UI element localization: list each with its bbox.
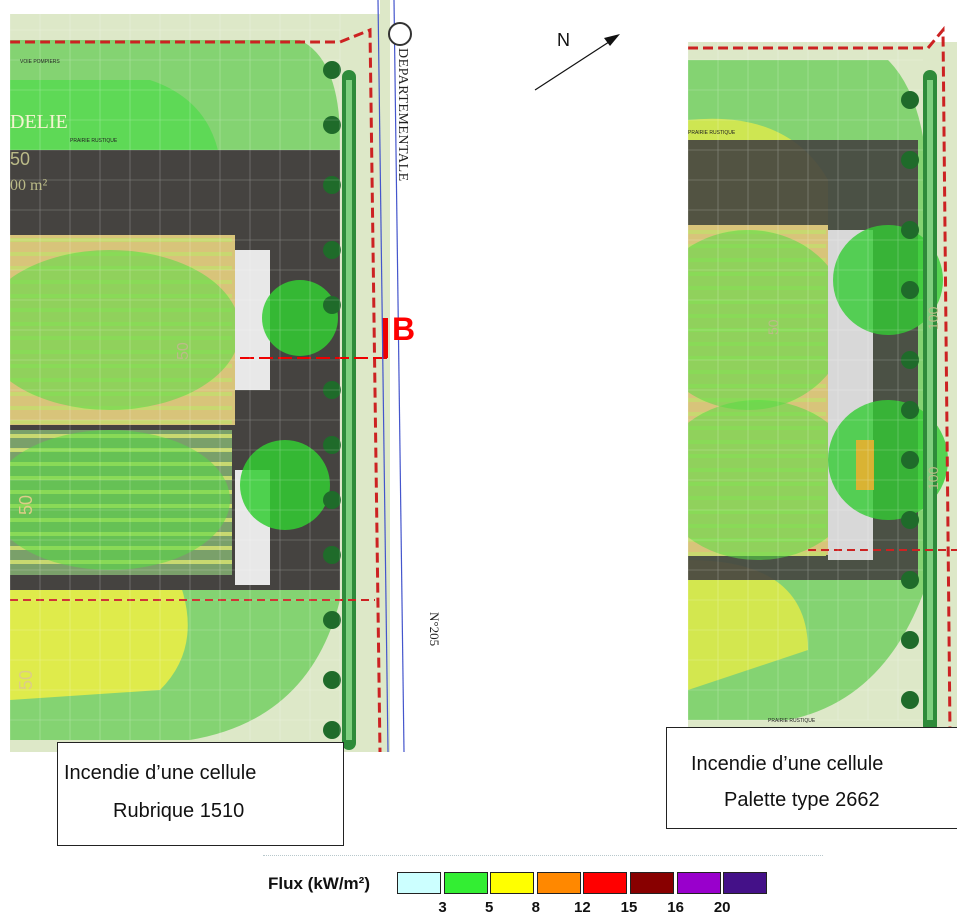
tree-icon bbox=[323, 176, 341, 194]
legend-tick-label: 16 bbox=[667, 899, 684, 916]
tree-icon bbox=[901, 571, 919, 589]
dimension-label: 50 bbox=[16, 495, 36, 515]
road-number-label: N°205 bbox=[427, 612, 442, 647]
meadow-label: PRAIRIE RUSTIQUE bbox=[688, 130, 736, 136]
left-map-panel: VOIE POMPIERS DELIE PRAIRIE RUSTIQUE 50 … bbox=[10, 0, 390, 752]
tree-icon bbox=[901, 511, 919, 529]
meadow-label: PRAIRIE RUSTIQUE bbox=[768, 718, 816, 724]
caption-line: Incendie d’une cellule bbox=[691, 753, 884, 775]
dimension-label: 50 bbox=[16, 670, 36, 690]
legend-tick-label: 3 bbox=[438, 899, 447, 916]
dimension-label: 50 bbox=[10, 149, 30, 169]
caption-line: Palette type 2662 bbox=[724, 789, 880, 811]
compass-icon bbox=[388, 22, 412, 46]
tree-icon bbox=[901, 451, 919, 469]
legend-color-scale bbox=[397, 872, 770, 894]
scenario-caption-right: Incendie d’une cellule Palette type 2662 bbox=[666, 727, 957, 829]
caption-line: Incendie d’une cellule bbox=[64, 762, 257, 784]
building-name-label: DELIE bbox=[10, 111, 68, 133]
tree-icon bbox=[323, 671, 341, 689]
dimension-label: 100 bbox=[925, 466, 941, 490]
legend-swatch bbox=[397, 872, 441, 894]
tree-icon bbox=[323, 546, 341, 564]
legend-swatch bbox=[723, 872, 768, 894]
tree-icon bbox=[323, 61, 341, 79]
legend-swatch bbox=[676, 872, 721, 894]
tree-icon bbox=[323, 241, 341, 259]
tree-icon bbox=[901, 221, 919, 239]
flux-legend: Flux (kW/m²) 3 5 8 12 15 16 20 bbox=[263, 855, 823, 916]
legend-title: Flux (kW/m²) bbox=[268, 874, 370, 893]
north-arrow-icon bbox=[534, 34, 620, 91]
legend-tick-label: 20 bbox=[713, 899, 731, 916]
legend-swatch bbox=[536, 872, 581, 894]
dimension-label: 100 bbox=[925, 306, 941, 330]
legend-swatch bbox=[629, 872, 674, 894]
tree-icon bbox=[323, 381, 341, 399]
tree-icon bbox=[901, 631, 919, 649]
area-label: 00 m² bbox=[10, 177, 47, 194]
dimension-label: 50 bbox=[175, 342, 192, 360]
section-marker-label: B bbox=[392, 311, 416, 347]
meadow-label: PRAIRIE RUSTIQUE bbox=[70, 138, 118, 144]
legend-tick-label: 12 bbox=[574, 899, 591, 916]
road-label: DEPARTEMENTALE bbox=[395, 48, 410, 182]
tree-icon bbox=[323, 296, 341, 314]
legend-swatch bbox=[583, 872, 628, 894]
tree-icon bbox=[323, 116, 341, 134]
fire-access-label: VOIE POMPIERS bbox=[20, 59, 60, 65]
scenario-caption-left: Incendie d’une cellule Rubrique 1510 bbox=[57, 742, 344, 846]
tree-icon bbox=[901, 351, 919, 369]
legend-tick-label: 15 bbox=[620, 899, 638, 916]
tree-icon bbox=[323, 721, 341, 739]
legend-tick-label: 5 bbox=[485, 899, 494, 916]
tree-icon bbox=[901, 401, 919, 419]
tree-icon bbox=[323, 436, 341, 454]
tree-icon bbox=[901, 691, 919, 709]
caption-line: Rubrique 1510 bbox=[113, 800, 245, 822]
tree-icon bbox=[901, 281, 919, 299]
right-map-panel: PRAIRIE RUSTIQUE PRAIRIE RUSTIQUE 100 10… bbox=[688, 0, 957, 733]
legend-swatch bbox=[490, 872, 535, 894]
legend-swatch bbox=[443, 872, 488, 894]
legend-tick-label: 8 bbox=[531, 899, 540, 916]
tree-icon bbox=[901, 91, 919, 109]
tree-icon bbox=[323, 491, 341, 509]
road-lines bbox=[377, 0, 405, 752]
tree-icon bbox=[323, 611, 341, 629]
north-label: N bbox=[557, 30, 570, 50]
legend-divider bbox=[263, 855, 823, 856]
tree-icon bbox=[901, 151, 919, 169]
dimension-label: 50 bbox=[765, 319, 781, 335]
